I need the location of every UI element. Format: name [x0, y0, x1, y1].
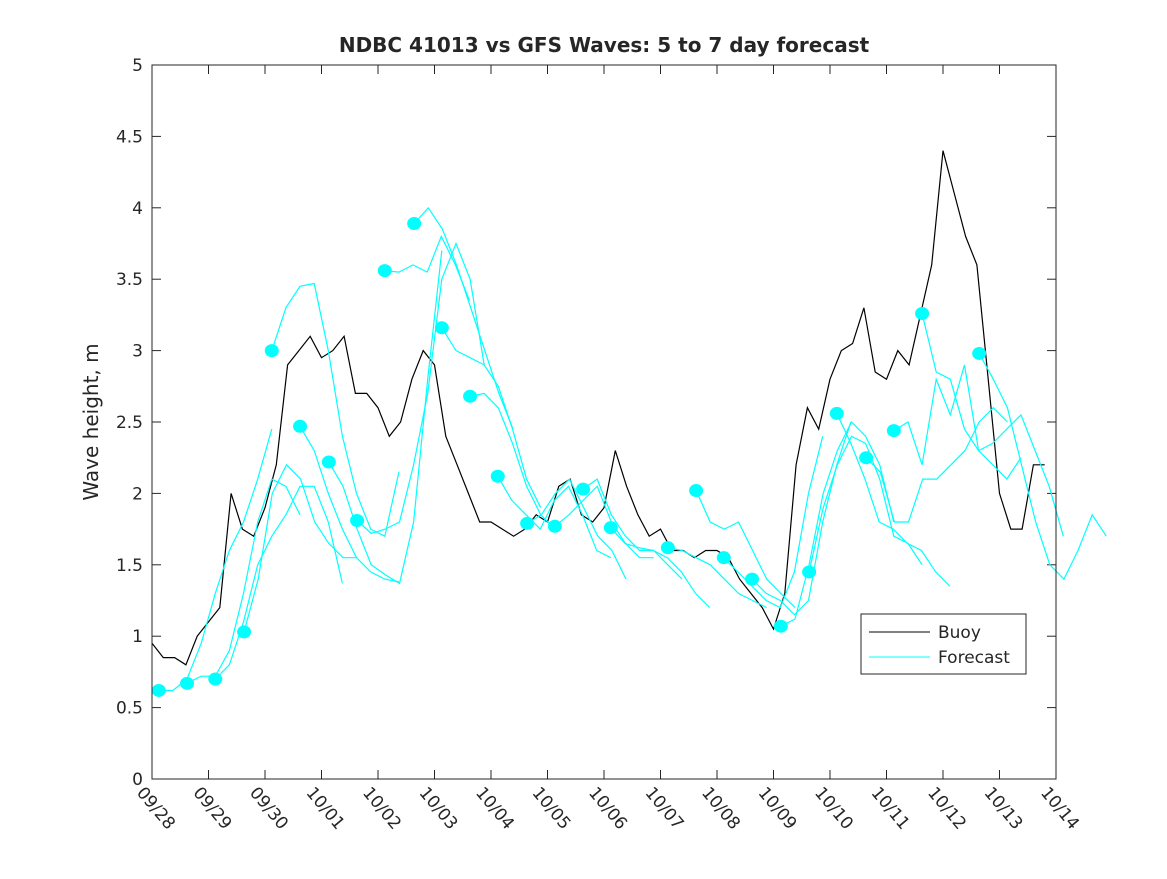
x-tick-label: 10/08 [697, 783, 744, 833]
x-tick-label: 10/03 [415, 783, 462, 833]
x-tick-label: 10/01 [302, 783, 349, 833]
y-tick-label: 3.5 [116, 270, 143, 290]
buoy-line [151, 150, 1045, 666]
forecast-start-marker [576, 482, 591, 496]
y-tick-label: 0 [132, 770, 143, 790]
forecast-line [158, 428, 273, 692]
y-tick-label: 0.5 [116, 699, 143, 719]
legend-box [860, 613, 1027, 675]
forecast-line [723, 436, 824, 609]
forecast-start-marker [293, 419, 308, 433]
forecast-line [667, 547, 767, 609]
forecast-line [356, 241, 485, 535]
forecast-start-marker [689, 484, 704, 498]
forecast-start-marker [915, 306, 930, 320]
y-tick-label: 1 [132, 627, 143, 647]
forecast-start-marker [321, 455, 336, 469]
forecast-start-marker [547, 519, 562, 533]
x-tick-label: 10/11 [867, 783, 914, 833]
forecast-line [441, 327, 542, 508]
forecast-line [978, 353, 1107, 581]
forecast-start-marker [745, 572, 760, 586]
x-tick-label: 10/12 [923, 783, 970, 833]
x-tick-label: 10/05 [528, 783, 575, 833]
x-tick-label: 10/02 [358, 783, 405, 833]
forecast-line [836, 413, 951, 587]
forecast-line [384, 234, 471, 301]
forecast-start-marker [886, 424, 901, 438]
x-tick-label: 09/30 [245, 783, 292, 833]
forecast-line [921, 313, 1064, 537]
plot-frame [151, 64, 1057, 780]
y-tick-label: 2.5 [116, 413, 143, 433]
x-tick-label: 10/07 [641, 783, 688, 833]
y-tick-label: 5 [132, 56, 143, 76]
forecast-line [610, 527, 711, 609]
forecast-start-marker [773, 619, 788, 633]
y-axis-label: Wave height, m [79, 343, 103, 500]
forecast-start-marker [603, 521, 618, 535]
forecast-line [243, 463, 358, 633]
x-tick-label: 09/28 [132, 783, 179, 833]
y-tick-label: 3 [132, 342, 143, 362]
legend: Buoy Forecast [860, 613, 1027, 675]
forecast-start-marker [377, 264, 392, 278]
forecast-line [328, 250, 443, 585]
forecast-start-marker [237, 625, 252, 639]
forecast-line [526, 478, 627, 580]
forecast-line [554, 485, 654, 559]
forecast-line [780, 420, 895, 627]
buoy-series [151, 150, 1045, 666]
forecast-line [695, 490, 796, 609]
x-tick-label: 10/04 [471, 783, 518, 833]
forecast-line [214, 485, 343, 680]
y-tick-label: 1.5 [116, 556, 143, 576]
forecast-start-marker [520, 516, 535, 530]
forecast-start-marker [802, 565, 817, 579]
legend-buoy-label: Buoy [938, 623, 981, 643]
forecast-start-marker [859, 451, 874, 465]
forecast-start-marker [972, 346, 987, 360]
y-tick-label: 2 [132, 484, 143, 504]
forecast-start-marker [264, 344, 279, 358]
forecast-start-marker [490, 469, 505, 483]
x-tick-label: 10/14 [1036, 783, 1083, 833]
x-tick-label: 10/10 [810, 783, 857, 833]
forecast-start-marker [151, 683, 166, 697]
forecast-line [808, 435, 923, 573]
x-tick-label: 09/29 [189, 783, 236, 833]
forecast-line [582, 478, 683, 580]
forecast-line [497, 475, 612, 559]
forecast-start-marker [407, 217, 422, 231]
forecast-line [865, 406, 1008, 523]
forecast-start-marker [829, 406, 844, 420]
forecast-start-marker [434, 321, 449, 335]
forecast-line [299, 425, 400, 583]
forecast-series [151, 206, 1107, 697]
forecast-line [271, 282, 400, 538]
forecast-start-marker [180, 676, 195, 690]
x-tick-label: 10/06 [584, 783, 631, 833]
forecast-start-marker [350, 514, 365, 528]
forecast-line [893, 364, 1022, 481]
forecast-start-marker [463, 389, 478, 403]
y-tick-label: 4.5 [116, 127, 143, 147]
forecast-line [413, 206, 514, 430]
chart-title: NDBC 41013 vs GFS Waves: 5 to 7 day fore… [339, 33, 870, 57]
forecast-start-marker [716, 551, 731, 565]
forecast-start-marker [208, 672, 223, 686]
y-tick-label: 4 [132, 199, 143, 219]
legend-forecast-label: Forecast [938, 648, 1010, 668]
x-tick-label: 10/09 [754, 783, 801, 833]
forecast-start-marker [660, 541, 675, 555]
x-tick-label: 10/13 [980, 783, 1027, 833]
forecast-line [186, 478, 301, 684]
